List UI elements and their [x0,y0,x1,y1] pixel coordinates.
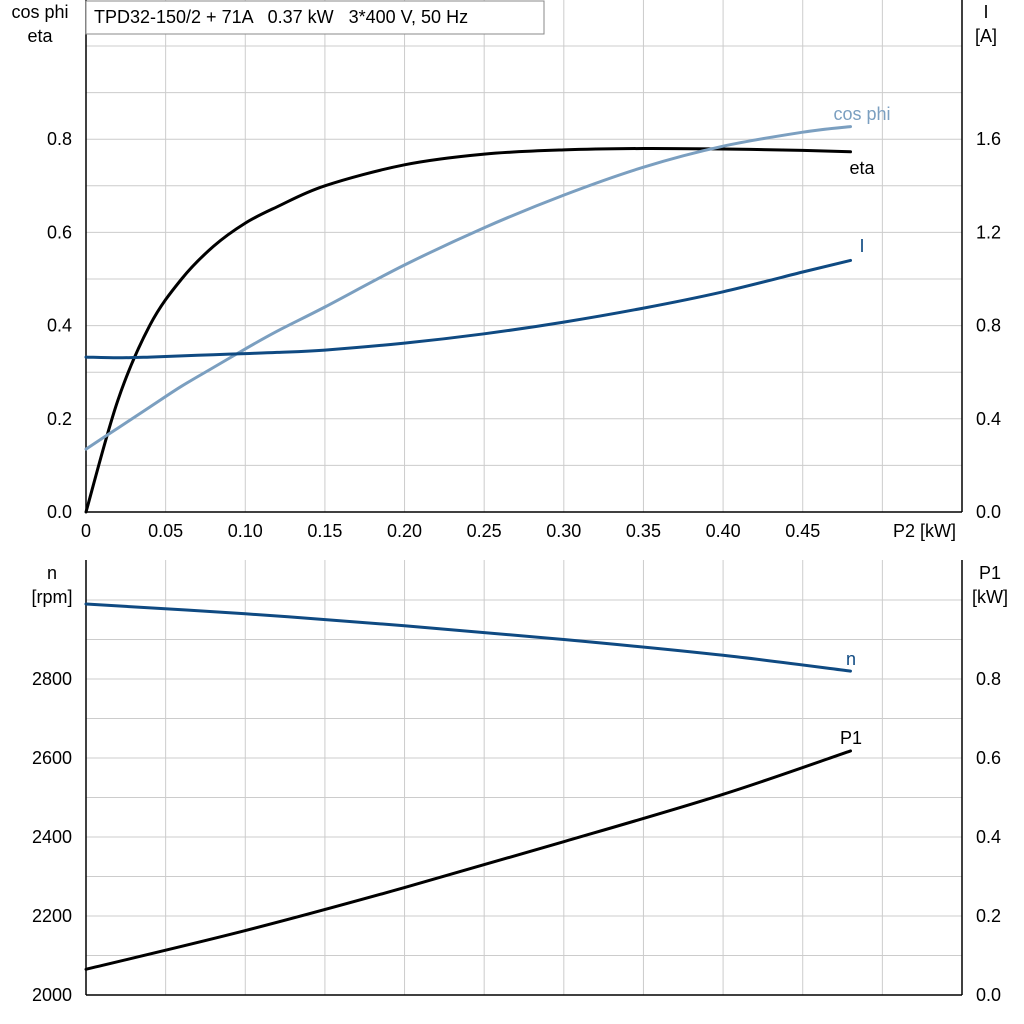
top-x-axis-title: P2 [kW] [893,521,956,541]
chart-title: TPD32-150/2 + 71A 0.37 kW 3*400 V, 50 Hz [94,7,468,27]
bottom-left-tick-label: 2000 [32,985,72,1005]
top-left-tick-label: 0.4 [47,316,72,336]
top-left-axis-title-2: eta [27,26,53,46]
bottom-right-tick-label: 0.6 [976,748,1001,768]
bottom-left-tick-label: 2200 [32,906,72,926]
top-x-tick-label: 0.25 [467,521,502,541]
top-left-tick-label: 0.6 [47,222,72,242]
chart-title-box [85,0,545,35]
top-left-tick-label: 0.0 [47,502,72,522]
top-x-tick-label: 0.30 [546,521,581,541]
bottom-left-tick-label: 2800 [32,669,72,689]
curve-labels: eta cos phi In P1 [833,104,890,748]
speed-curve [84,602,852,673]
current-curve-label: I [859,236,864,256]
top-x-tick-label: 0.05 [148,521,183,541]
speed-curve-label: n [846,649,856,669]
top-right-axis-title-1: I [983,2,988,22]
bottom-left-tick-label: 2400 [32,827,72,847]
top-x-tick-label: 0.10 [228,521,263,541]
eta-curve-label: eta [849,158,875,178]
top-right-tick-label: 0.0 [976,502,1001,522]
eta-curve [84,146,852,514]
cos-phi-curve-label: cos phi [833,104,890,124]
top-right-tick-label: 0.8 [976,316,1001,336]
bottom-right-tick-label: 0.2 [976,906,1001,926]
curves [84,125,852,971]
top-right-tick-label: 1.2 [976,222,1001,242]
top-x-tick-label: 0.15 [307,521,342,541]
bottom-right-axis-title-1: P1 [979,563,1001,583]
top-right-axis-title-2: [A] [975,26,997,46]
bottom-right-tick-label: 0.4 [976,827,1001,847]
bottom-right-tick-label: 0.0 [976,985,1001,1005]
tick-labels: 0 0.05 0.10 0.15 0.20 0.25 0.30 0.35 0.40 0.45 0.0… [32,129,1001,1005]
top-right-tick-label: 1.6 [976,129,1001,149]
cos-phi-curve [84,125,852,451]
current-curve [84,258,852,360]
top-x-tick-label: 0.35 [626,521,661,541]
bottom-right-axis-title-2: [kW] [972,587,1008,607]
top-left-tick-label: 0.8 [47,129,72,149]
top-x-tick-label: 0.20 [387,521,422,541]
bottom-left-tick-label: 2600 [32,748,72,768]
top-left-axis-title-1: cos phi [11,2,68,22]
input-power-curve-label: P1 [840,728,862,748]
top-chart-grid [86,0,962,512]
top-left-tick-label: 0.2 [47,409,72,429]
input-power-curve [84,749,852,971]
top-right-tick-label: 0.4 [976,409,1001,429]
bottom-left-axis-title-2: [rpm] [31,587,72,607]
top-x-tick-label: 0.40 [706,521,741,541]
bottom-left-axis-title-1: n [47,563,57,583]
top-x-tick-label: 0 [81,521,91,541]
bottom-right-tick-label: 0.8 [976,669,1001,689]
top-x-tick-label: 0.45 [785,521,820,541]
bottom-chart-grid [86,560,962,995]
